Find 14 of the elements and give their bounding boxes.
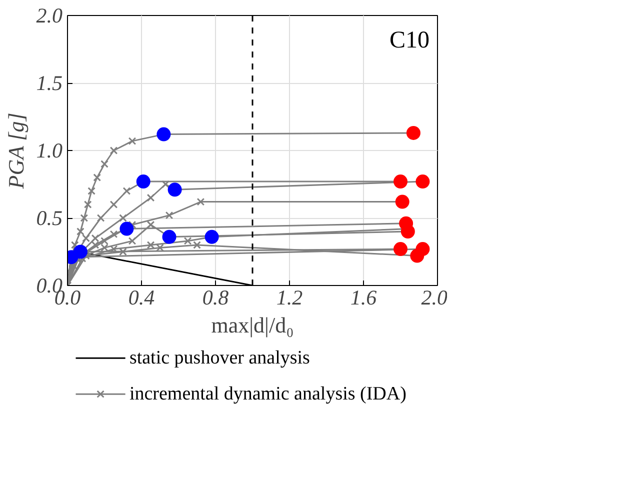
y-tick-label: 1.0 [36, 138, 63, 162]
legend-label: incremental dynamic analysis (IDA) [129, 384, 406, 405]
x-tick-label: 1.2 [276, 286, 304, 310]
x-tick-label: 0.4 [128, 286, 156, 310]
x-axis-title: max|d|/d₀ [211, 312, 294, 338]
x-tick-label: 0.8 [202, 286, 230, 310]
annotation: C10 [389, 28, 430, 54]
y-tick-label: 0.5 [36, 206, 62, 230]
y-axis-title: PGA [g] [3, 112, 28, 190]
y-tick-label: 1.5 [36, 71, 62, 95]
y-tick-label: 2.0 [36, 4, 63, 28]
legend-label: static pushover analysis [129, 348, 310, 369]
x-tick-label: 2.0 [421, 286, 448, 310]
x-tick-label: 1.6 [350, 286, 378, 310]
